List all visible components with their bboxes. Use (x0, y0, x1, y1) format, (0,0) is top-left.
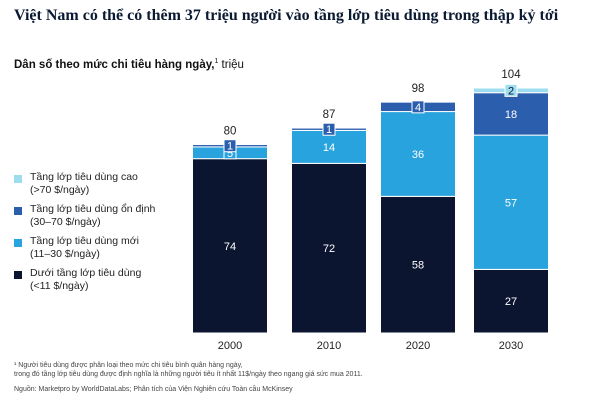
value-label-new-2010: 14 (323, 142, 335, 154)
legend-label-new: Tầng lớp tiêu dùng mới (11–30 $/ngày) (30, 235, 139, 260)
value-label-below-2020: 58 (412, 260, 424, 272)
subtitle-footnote-mark: 1 (214, 58, 219, 65)
bar-segment-below-2010 (291, 162, 367, 334)
value-label-below-2010: 72 (323, 243, 335, 255)
bar-segment-below-2020 (380, 195, 456, 334)
footnote: ¹ Người tiêu dùng được phân loại theo mứ… (14, 362, 363, 378)
legend-label-below: Dưới tầng lớp tiêu dùng (<11 $/ngày) (30, 267, 142, 292)
legend-item-new: Tầng lớp tiêu dùng mới (11–30 $/ngày) (14, 235, 189, 267)
legend-label-high: Tầng lớp tiêu dùng cao (>70 $/ngày) (30, 171, 138, 196)
value-label-new-2030: 57 (505, 197, 517, 209)
legend-swatch-high (14, 175, 22, 183)
value-label-new-2000: 5 (227, 148, 233, 160)
value-label-new-2020: 36 (412, 149, 424, 161)
value-label-stable-2030: 18 (505, 109, 517, 121)
legend-swatch-new (14, 239, 22, 247)
value-box-stable-2010 (322, 122, 336, 136)
legend-item-high: Tầng lớp tiêu dùng cao (>70 $/ngày) (14, 171, 189, 203)
value-box-stable-2020 (411, 100, 425, 114)
legend-label-stable: Tầng lớp tiêu dùng ổn định (30–70 $/ngày… (30, 203, 156, 228)
chart-title: Việt Nam có thể có thêm 37 triệu người v… (14, 7, 559, 24)
subtitle-text: Dân số theo mức chi tiêu hàng ngày, (14, 58, 215, 71)
x-tick-label-2000: 2000 (218, 340, 242, 352)
bar-segment-below-2000 (192, 158, 268, 334)
legend-item-below: Dưới tầng lớp tiêu dùng (<11 $/ngày) (14, 267, 189, 299)
legend-swatch-stable (14, 207, 22, 215)
bar-segment-below-2030 (473, 268, 549, 334)
bar-segment-stable-2030 (473, 92, 549, 136)
value-box-high-2030 (504, 83, 518, 97)
x-tick-label-2030: 2030 (499, 340, 523, 352)
value-label-below-2030: 27 (505, 296, 517, 308)
legend-swatch-below (14, 271, 22, 279)
value-label-below-2000: 74 (224, 241, 236, 253)
value-box-stable-2000 (223, 139, 237, 153)
total-label-2010: 87 (323, 109, 336, 121)
legend-item-stable: Tầng lớp tiêu dùng ổn định (30–70 $/ngày… (14, 203, 189, 235)
subtitle-unit: triệu (218, 58, 244, 71)
total-label-2000: 80 (224, 126, 237, 138)
x-tick-label-2020: 2020 (406, 340, 430, 352)
bar-segment-new-2010 (291, 129, 367, 164)
legend: Tầng lớp tiêu dùng cao (>70 $/ngày) Tầng… (14, 171, 189, 299)
total-label-2020: 98 (412, 83, 425, 95)
value-label-stable-2010: 1 (326, 124, 332, 136)
source-note: Nguồn: Marketpro by WorldDataLabs; Phân … (14, 386, 293, 393)
value-label-high-2030: 2 (508, 85, 514, 97)
x-tick-label-2010: 2010 (317, 340, 341, 352)
value-label-stable-2020: 4 (415, 102, 421, 114)
value-label-stable-2000: 1 (227, 141, 233, 153)
bar-segment-new-2020 (380, 111, 456, 197)
total-label-2030: 104 (501, 69, 521, 81)
chart-subtitle: Dân số theo mức chi tiêu hàng ngày,1 tri… (14, 58, 244, 71)
bar-segment-new-2030 (473, 134, 549, 270)
